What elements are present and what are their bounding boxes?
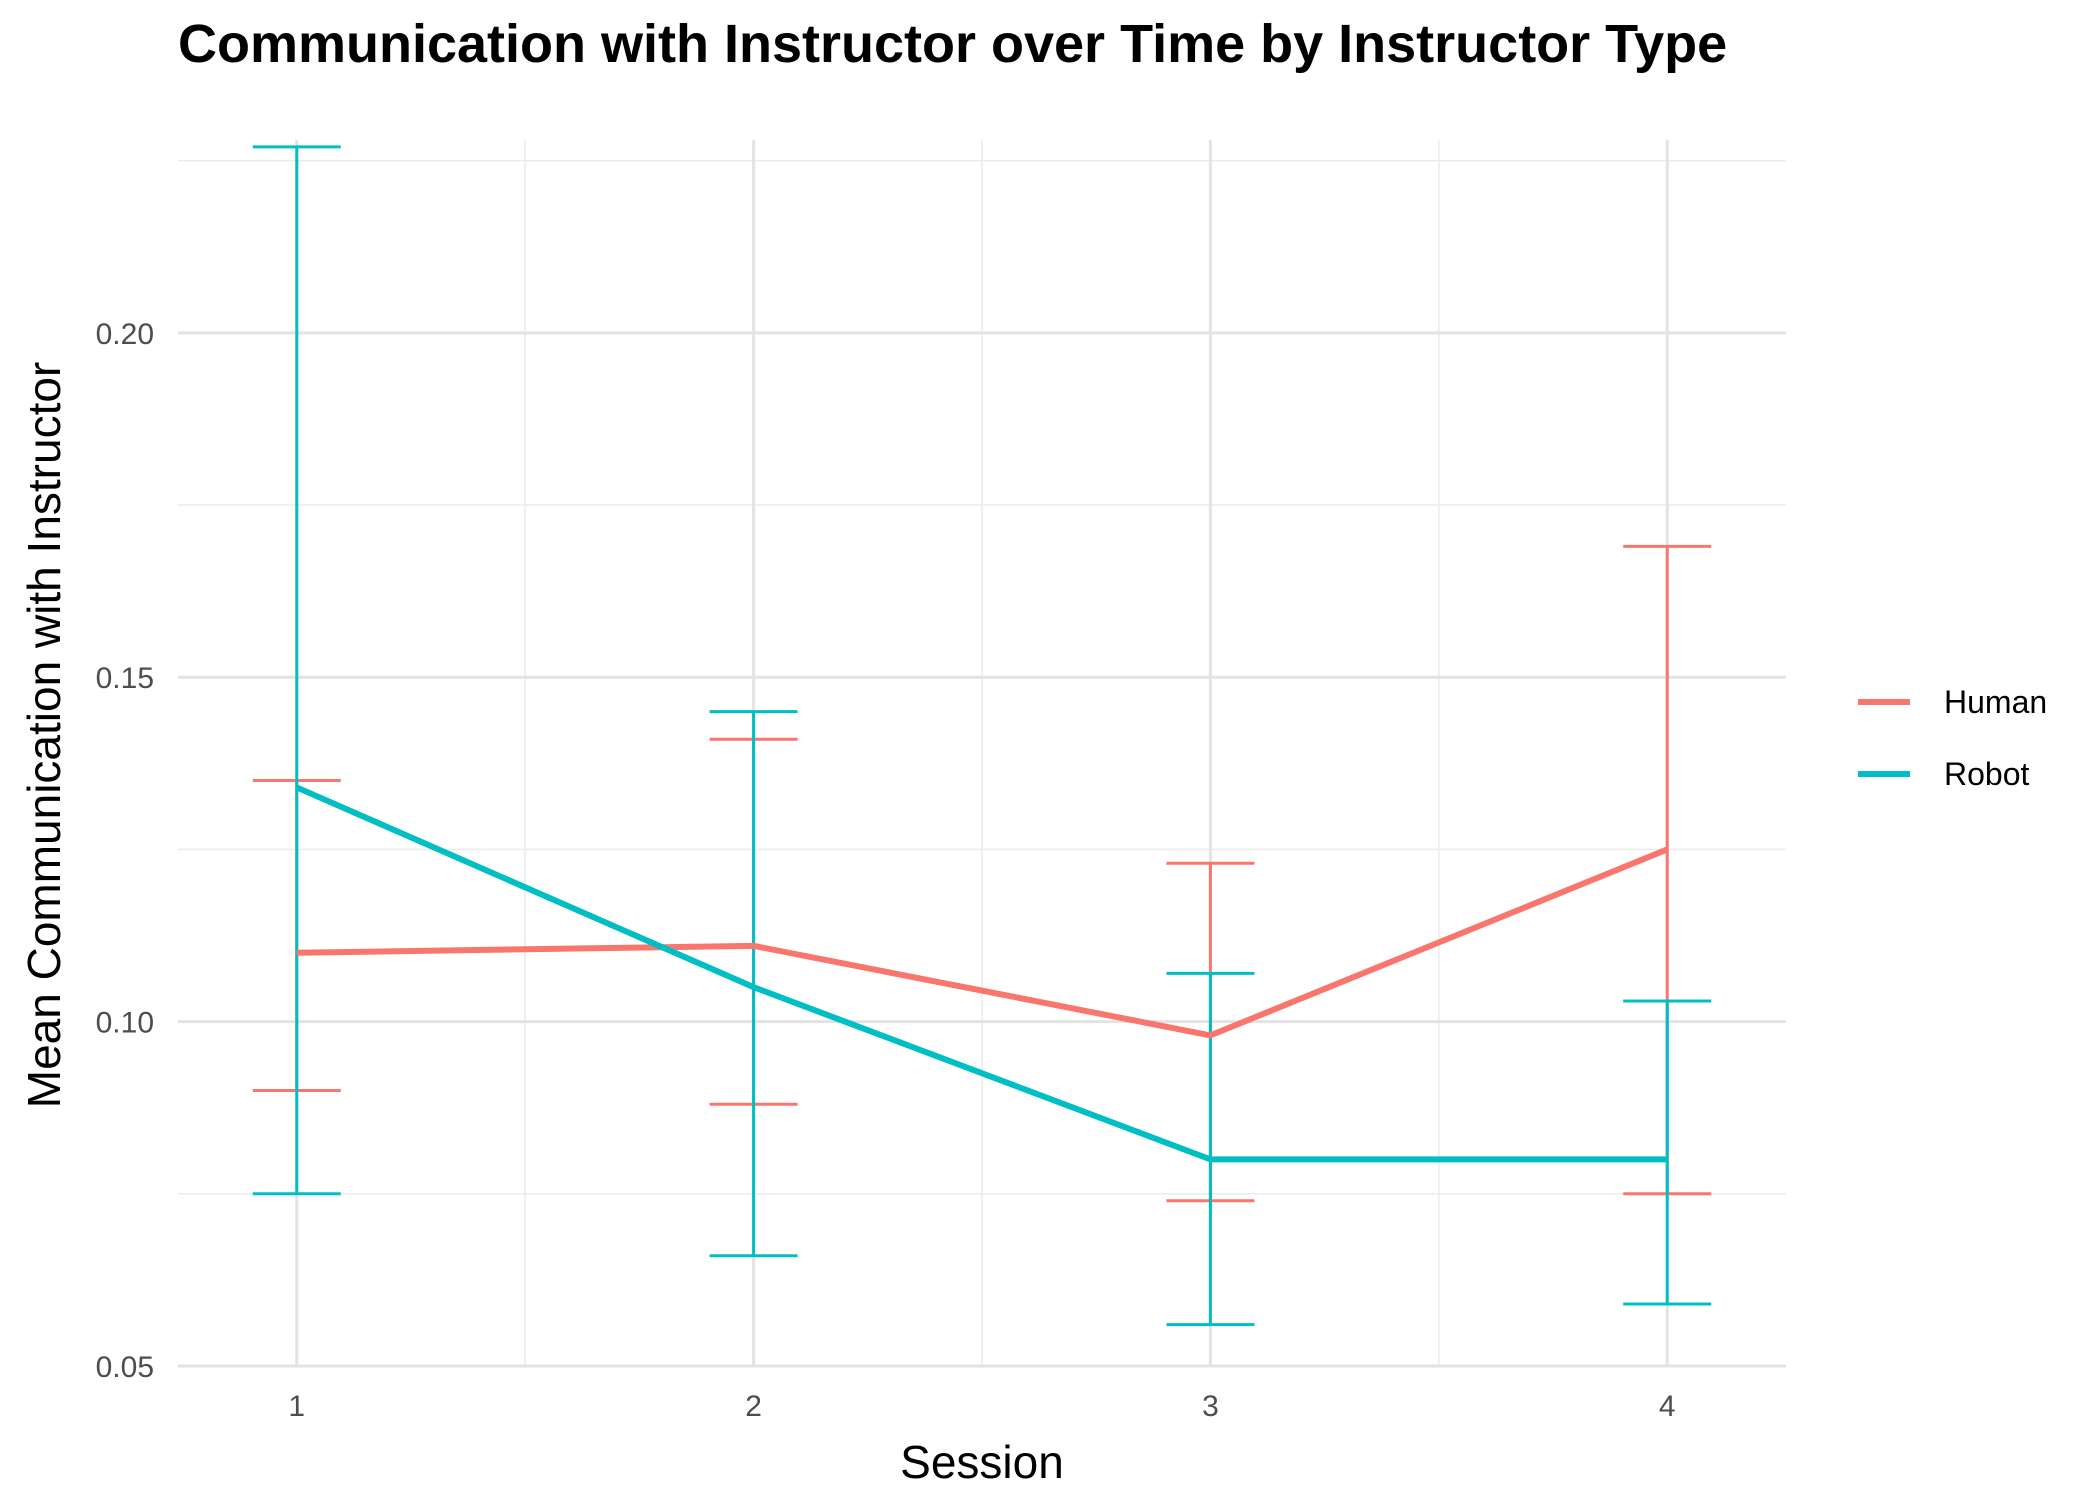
y-tick-label: 0.15 (96, 662, 154, 695)
x-tick-label: 2 (745, 1390, 762, 1423)
y-axis-title: Mean Communication with Instructor (18, 362, 70, 1109)
legend: Human Robot (1858, 684, 2047, 792)
grid-lines (178, 140, 1786, 1368)
error-bars (252, 145, 1712, 1327)
series-lines (295, 784, 1669, 1163)
legend-label-human: Human (1944, 684, 2047, 720)
human-series-line (296, 846, 1669, 1039)
x-tick-label: 1 (288, 1390, 305, 1423)
chart-title: Communication with Instructor over Time … (178, 14, 1727, 74)
y-tick-label: 0.10 (96, 1007, 154, 1040)
x-tick-label: 4 (1659, 1390, 1676, 1423)
x-tick-label: 3 (1202, 1390, 1219, 1423)
robot-series-line (295, 784, 1668, 1163)
y-tick-label: 0.05 (96, 1351, 154, 1384)
x-axis-title: Session (900, 1436, 1064, 1488)
y-tick-label: 0.20 (96, 318, 154, 351)
x-axis-ticks: 1 2 3 4 (288, 1390, 1675, 1423)
y-axis-ticks: 0.05 0.10 0.15 0.20 (96, 318, 154, 1384)
legend-label-robot: Robot (1944, 756, 2030, 792)
